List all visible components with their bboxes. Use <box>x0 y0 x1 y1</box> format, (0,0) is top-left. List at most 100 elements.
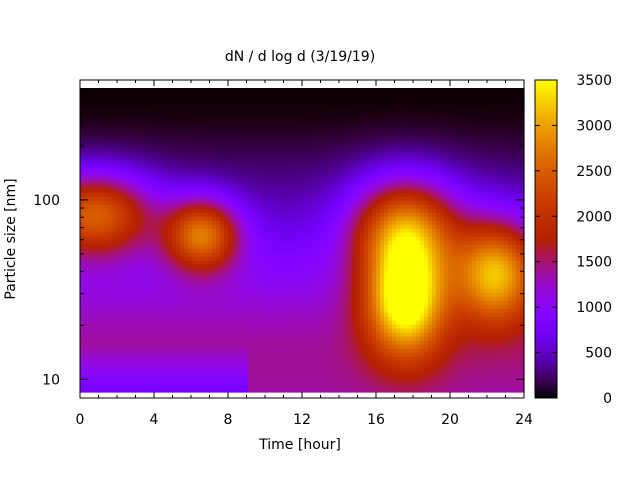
heatmap-cell <box>336 116 341 121</box>
heatmap-cell <box>196 364 201 369</box>
heatmap-cell <box>160 184 165 189</box>
heatmap-cell <box>80 264 85 269</box>
heatmap-cell <box>308 156 313 161</box>
heatmap-cell <box>216 280 221 285</box>
heatmap-cell <box>256 132 261 137</box>
heatmap-cell <box>260 376 265 381</box>
heatmap-cell <box>120 256 125 261</box>
heatmap-cell <box>268 248 273 253</box>
heatmap-cell <box>176 232 181 237</box>
heatmap-cell <box>312 224 317 229</box>
heatmap-cell <box>188 156 193 161</box>
heatmap-cell <box>316 196 321 201</box>
heatmap-cell <box>168 248 173 253</box>
heatmap-cell <box>208 172 213 177</box>
heatmap-cell <box>276 100 281 105</box>
heatmap-cell <box>112 132 117 137</box>
heatmap-cell <box>100 200 105 205</box>
heatmap-cell <box>264 128 269 133</box>
heatmap-cell <box>180 304 185 309</box>
heatmap-cell <box>152 224 157 229</box>
heatmap-cell <box>324 88 329 93</box>
heatmap-cell <box>156 240 161 245</box>
heatmap-cell <box>184 136 189 141</box>
heatmap-cell <box>284 376 289 381</box>
heatmap-cell <box>312 220 317 225</box>
heatmap-cell <box>232 244 237 249</box>
heatmap-cell <box>248 88 253 93</box>
heatmap-cell <box>208 132 213 137</box>
heatmap-cell <box>136 88 141 93</box>
heatmap-cell <box>312 300 317 305</box>
heatmap-cell <box>88 184 93 189</box>
heatmap-cell <box>220 260 225 265</box>
heatmap-cell <box>272 252 277 257</box>
heatmap-cell <box>192 308 197 313</box>
heatmap-cell <box>240 348 245 353</box>
heatmap-cell <box>332 212 337 217</box>
heatmap-cell <box>112 308 117 313</box>
heatmap-cell <box>192 320 197 325</box>
heatmap-cell <box>264 376 269 381</box>
heatmap-cell <box>272 116 277 121</box>
heatmap-cell <box>268 376 273 381</box>
heatmap-cell <box>128 240 133 245</box>
heatmap-cell <box>204 364 209 369</box>
heatmap-cell <box>332 276 337 281</box>
heatmap-cell <box>244 192 249 197</box>
heatmap-cell <box>164 204 169 209</box>
heatmap-cell <box>340 212 345 217</box>
heatmap-cell <box>172 188 177 193</box>
heatmap-cell <box>164 348 169 353</box>
heatmap-cell <box>224 112 229 117</box>
heatmap-cell <box>116 244 121 249</box>
heatmap-cell <box>152 140 157 145</box>
heatmap-cell <box>188 244 193 249</box>
heatmap-cell <box>88 300 93 305</box>
heatmap-cell <box>180 236 185 241</box>
heatmap-cell <box>208 136 213 141</box>
heatmap-cell <box>252 340 257 345</box>
heatmap-cell <box>216 224 221 229</box>
heatmap-cell <box>196 320 201 325</box>
heatmap-cell <box>204 272 209 277</box>
heatmap-cell <box>280 128 285 133</box>
heatmap-cell <box>240 296 245 301</box>
heatmap-cell <box>232 180 237 185</box>
heatmap-cell <box>108 156 113 161</box>
heatmap-cell <box>148 228 153 233</box>
heatmap-cell <box>268 328 273 333</box>
heatmap-cell <box>276 184 281 189</box>
heatmap-cell <box>80 308 85 313</box>
heatmap-cell <box>172 208 177 213</box>
heatmap-cell <box>108 264 113 269</box>
heatmap-cell <box>340 364 345 369</box>
heatmap-cell <box>264 132 269 137</box>
heatmap-cell <box>296 304 301 309</box>
heatmap-cell <box>304 88 309 93</box>
heatmap-cell <box>168 340 173 345</box>
heatmap-cell <box>320 148 325 153</box>
heatmap-cell <box>176 212 181 217</box>
heatmap-cell <box>184 316 189 321</box>
heatmap-cell <box>168 368 173 373</box>
heatmap-cell <box>336 152 341 157</box>
heatmap-cell <box>224 124 229 129</box>
heatmap-cell <box>268 124 273 129</box>
heatmap-cell <box>252 296 257 301</box>
heatmap-cell <box>124 248 129 253</box>
heatmap-cell <box>108 92 113 97</box>
heatmap-cell <box>192 224 197 229</box>
heatmap-cell <box>84 360 89 365</box>
heatmap-cell <box>100 100 105 105</box>
heatmap-cell <box>240 236 245 241</box>
heatmap-cell <box>96 224 101 229</box>
heatmap-cell <box>264 348 269 353</box>
heatmap-cell <box>184 168 189 173</box>
heatmap-cell <box>264 384 269 389</box>
heatmap-cell <box>316 172 321 177</box>
heatmap-cell <box>256 156 261 161</box>
heatmap-cell <box>200 344 205 349</box>
heatmap-cell <box>192 96 197 101</box>
heatmap-cell <box>188 200 193 205</box>
